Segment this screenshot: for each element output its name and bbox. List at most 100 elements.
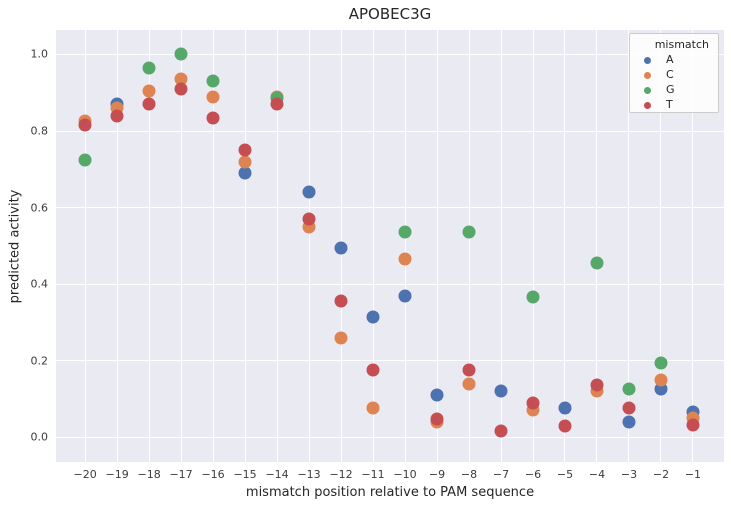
x-tick-label: −3 [620, 468, 638, 481]
data-point-T-pos-15 [238, 143, 252, 157]
data-point-A-pos-15 [238, 166, 252, 180]
data-point-T-pos-6 [526, 396, 540, 410]
y-tick-label: 0.2 [30, 354, 49, 368]
data-point-T-pos-4 [590, 378, 604, 392]
data-point-A-pos-3 [622, 415, 636, 429]
data-point-T-pos-3 [622, 401, 636, 415]
x-tick-label: −6 [524, 468, 542, 481]
data-point-G-pos-6 [526, 290, 540, 304]
x-gridline [596, 30, 598, 462]
x-tick-label: −5 [556, 468, 574, 481]
x-tick-label: −12 [329, 468, 353, 481]
y-tick-label: 0.8 [30, 124, 49, 138]
x-tick-label: −20 [73, 468, 97, 481]
data-point-G-pos-4 [590, 256, 604, 270]
data-point-C-pos-10 [398, 252, 412, 266]
x-tick-label: −8 [460, 468, 478, 481]
data-point-T-pos-14 [270, 97, 284, 111]
x-tick-label: −1 [684, 468, 702, 481]
data-point-T-pos-13 [302, 212, 316, 226]
data-point-C-pos-16 [206, 90, 220, 104]
data-point-G-pos-16 [206, 74, 220, 88]
y-gridline [56, 283, 724, 285]
data-point-C-pos-11 [366, 401, 380, 415]
data-point-G-pos-8 [462, 225, 476, 239]
legend-entry-G: G [630, 83, 718, 98]
data-point-T-pos-12 [334, 294, 348, 308]
data-point-A-pos-10 [398, 289, 412, 303]
x-gridline [692, 30, 694, 462]
x-tick-label: −17 [169, 468, 193, 481]
x-gridline [180, 30, 182, 462]
data-point-G-pos-20 [78, 153, 92, 167]
legend-entry-label: A [666, 53, 674, 66]
data-point-T-pos-11 [366, 363, 380, 377]
x-gridline [404, 30, 406, 462]
x-gridline [308, 30, 310, 462]
x-gridline [532, 30, 534, 462]
data-point-G-pos-10 [398, 225, 412, 239]
y-gridline [56, 360, 724, 362]
data-point-T-pos-8 [462, 363, 476, 377]
y-gridline [56, 53, 724, 55]
x-axis-label: mismatch position relative to PAM sequen… [245, 485, 535, 500]
legend-entry-C: C [630, 68, 718, 83]
data-point-C-pos-2 [654, 373, 668, 387]
legend-entry-label: C [666, 68, 674, 81]
data-point-G-pos-18 [142, 61, 156, 75]
x-gridline [116, 30, 118, 462]
data-point-A-pos-9 [430, 388, 444, 402]
data-point-A-pos-11 [366, 310, 380, 324]
x-gridline [148, 30, 150, 462]
x-gridline [628, 30, 630, 462]
legend-marker-icon [644, 57, 651, 64]
data-point-T-pos-5 [558, 419, 572, 433]
x-tick-label: −10 [393, 468, 417, 481]
x-tick-label: −14 [265, 468, 289, 481]
data-point-T-pos-7 [494, 424, 508, 438]
data-point-C-pos-8 [462, 377, 476, 391]
chart-title: APOBEC3G [348, 5, 432, 23]
data-point-T-pos-20 [78, 118, 92, 132]
data-point-A-pos-13 [302, 185, 316, 199]
y-tick-label: 1.0 [30, 47, 49, 61]
y-tick-label: 0.0 [30, 430, 49, 444]
data-point-T-pos-16 [206, 111, 220, 125]
data-point-T-pos-9 [430, 412, 444, 426]
x-tick-label: −18 [137, 468, 161, 481]
x-tick-label: −15 [233, 468, 257, 481]
legend-title: mismatch [654, 38, 709, 51]
x-gridline [660, 30, 662, 462]
x-tick-label: −7 [492, 468, 510, 481]
legend-entry-T: T [630, 98, 718, 113]
data-point-A-pos-5 [558, 401, 572, 415]
data-point-T-pos-1 [686, 418, 700, 432]
data-point-C-pos-18 [142, 84, 156, 98]
data-point-T-pos-19 [110, 109, 124, 123]
y-tick-label: 0.4 [30, 277, 49, 291]
x-gridline [244, 30, 246, 462]
x-gridline [436, 30, 438, 462]
x-tick-label: −4 [588, 468, 606, 481]
data-point-G-pos-2 [654, 356, 668, 369]
x-gridline [372, 30, 374, 462]
legend-marker-icon [644, 87, 651, 94]
x-gridline [276, 30, 278, 462]
data-point-T-pos-17 [174, 82, 188, 96]
data-point-C-pos-12 [334, 331, 348, 345]
y-gridline [56, 207, 724, 209]
legend-marker-icon [644, 102, 651, 109]
x-gridline [468, 30, 470, 462]
x-gridline [500, 30, 502, 462]
legend-entry-label: T [666, 98, 673, 111]
x-gridline [212, 30, 214, 462]
data-point-A-pos-12 [334, 241, 348, 255]
legend-entry-label: G [666, 83, 675, 96]
legend-entry-A: A [630, 53, 718, 68]
y-axis-label: predicted activity [7, 189, 23, 304]
x-gridline [564, 30, 566, 462]
data-point-T-pos-18 [142, 97, 156, 111]
